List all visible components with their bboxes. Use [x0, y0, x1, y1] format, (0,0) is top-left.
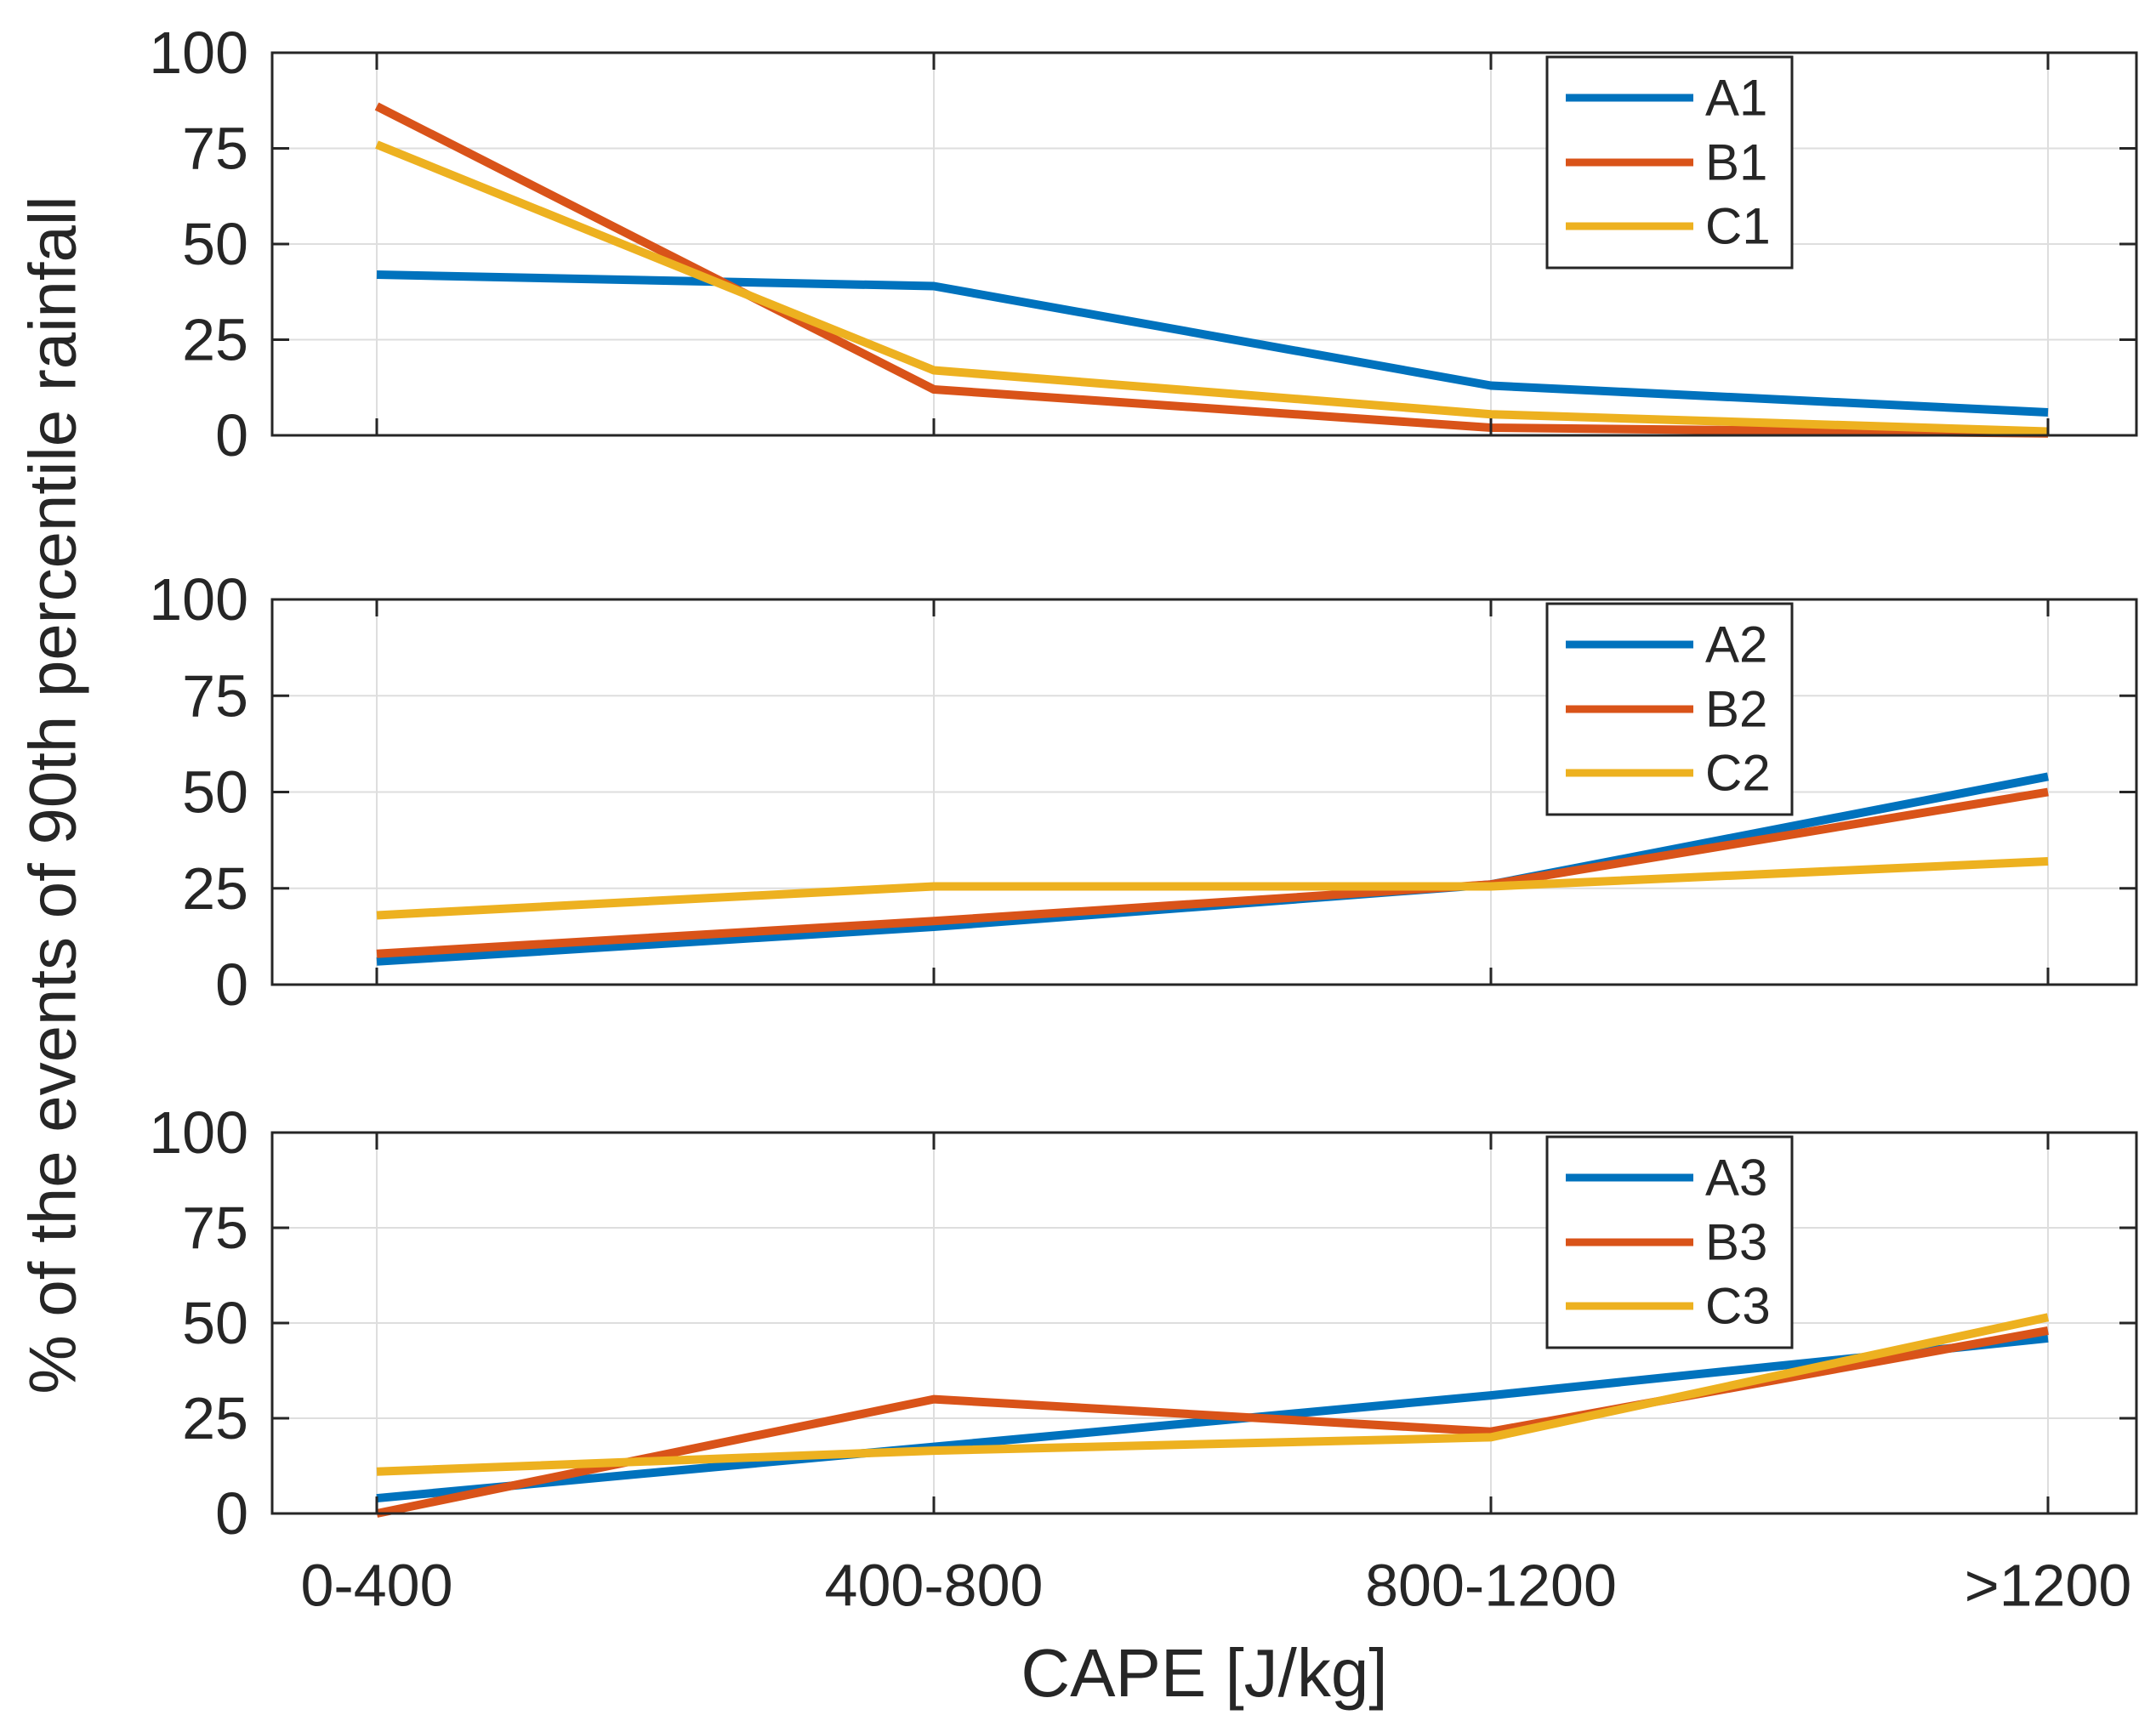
y-tick-label: 75	[182, 662, 248, 729]
series-B1-line	[374, 102, 2049, 438]
legend-entry-label: B2	[1705, 681, 1767, 738]
y-tick-label: 25	[182, 1385, 248, 1451]
series-A1-line	[376, 270, 2049, 417]
legend-entry-label: A1	[1705, 70, 1767, 127]
legend-entry-label: C2	[1705, 745, 1771, 802]
legend-entry-label: A2	[1705, 616, 1767, 673]
x-axis-label: CAPE [J/kg]	[1021, 1635, 1388, 1711]
y-tick-label: 25	[182, 307, 248, 373]
y-tick-label: 50	[182, 211, 248, 277]
y-tick-label: 100	[149, 566, 248, 633]
y-tick-label: 25	[182, 855, 248, 922]
subplot-middle: 0 25 50 75 100 A2 B2 C2	[149, 566, 2138, 1018]
series-A3-line	[376, 1333, 2049, 1503]
y-tick-label: 0	[215, 1480, 248, 1547]
x-tick-label: >1200	[1965, 1552, 2132, 1618]
x-tick-label: 800-1200	[1365, 1552, 1617, 1618]
series-B2-line	[376, 787, 2049, 958]
y-tick-label: 100	[149, 1099, 248, 1166]
y-tick-label: 50	[182, 1290, 248, 1356]
legend-entry-label: B3	[1705, 1214, 1767, 1271]
legend-middle: A2 B2 C2	[1545, 602, 1794, 816]
x-tick-label: 0-400	[300, 1552, 452, 1618]
legend-entry-label: A3	[1705, 1150, 1767, 1207]
legend-top: A1 B1 C1	[1545, 55, 1794, 270]
subplot-bottom: 0 25 50 75 100 A3 B3 C3 0-400 400-800 800-1200 >120…	[149, 1099, 2138, 1618]
series-C2-line	[376, 857, 2049, 920]
legend-bottom: A3 B3 C3	[1545, 1135, 1794, 1349]
subplot-top: 0 25 50 75 100 A1 B1 C1	[149, 20, 2138, 468]
y-tick-label: 75	[182, 116, 248, 182]
x-tick-label: 400-800	[825, 1552, 1044, 1618]
legend-entry-label: B1	[1705, 134, 1767, 191]
y-tick-label: 50	[182, 759, 248, 826]
y-tick-label: 75	[182, 1195, 248, 1261]
y-tick-label: 0	[215, 402, 248, 468]
legend-entry-label: C1	[1705, 198, 1771, 255]
series-C1-line	[375, 140, 2049, 436]
y-tick-label: 0	[215, 951, 248, 1018]
series-C3-line	[376, 1313, 2050, 1476]
y-tick-label: 100	[149, 20, 248, 86]
legend-entry-label: C3	[1705, 1278, 1771, 1335]
